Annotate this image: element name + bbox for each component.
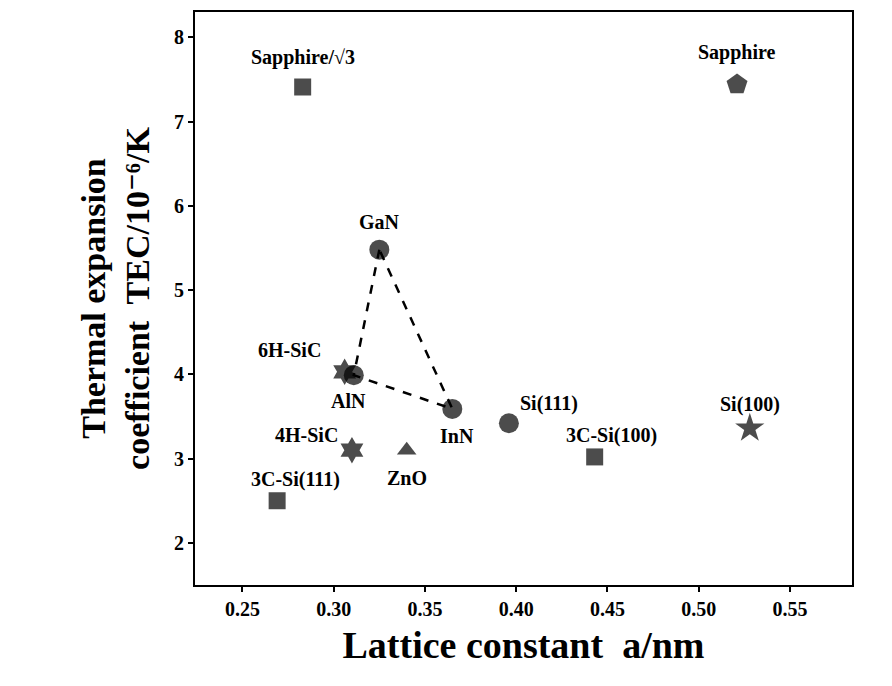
svg-text:4: 4 (174, 363, 184, 385)
svg-text:0.25: 0.25 (225, 598, 260, 620)
svg-text:0.40: 0.40 (499, 598, 534, 620)
svg-text:3C-Si(100): 3C-Si(100) (566, 424, 657, 447)
svg-text:0.35: 0.35 (407, 598, 442, 620)
svg-text:Sapphire/√3: Sapphire/√3 (251, 46, 355, 69)
svg-text:Si(100): Si(100) (720, 393, 780, 416)
svg-text:AlN: AlN (331, 390, 366, 412)
svg-text:3C-Si(111): 3C-Si(111) (251, 468, 340, 491)
svg-text:ZnO: ZnO (387, 467, 427, 489)
svg-text:5: 5 (174, 279, 184, 301)
svg-text:7: 7 (174, 111, 184, 133)
svg-text:4H-SiC: 4H-SiC (275, 424, 338, 446)
svg-text:GaN: GaN (359, 211, 400, 233)
svg-text:0.55: 0.55 (772, 598, 807, 620)
svg-text:InN: InN (440, 425, 474, 447)
svg-text:Sapphire: Sapphire (698, 41, 776, 64)
svg-text:2: 2 (174, 532, 184, 554)
svg-text:3: 3 (174, 448, 184, 470)
svg-text:8: 8 (174, 26, 184, 48)
svg-text:0.30: 0.30 (316, 598, 351, 620)
svg-text:Lattice constant a/nm: Lattice constant a/nm (342, 624, 704, 666)
svg-text:6H-SiC: 6H-SiC (258, 339, 321, 361)
svg-text:0.45: 0.45 (590, 598, 625, 620)
svg-text:6: 6 (174, 195, 184, 217)
svg-text:Thermal expansioncoefficient: Thermal expansioncoefficient TEC/10⁻⁶/K (75, 126, 156, 469)
svg-text:Si(111): Si(111) (520, 392, 578, 415)
svg-text:0.50: 0.50 (681, 598, 716, 620)
